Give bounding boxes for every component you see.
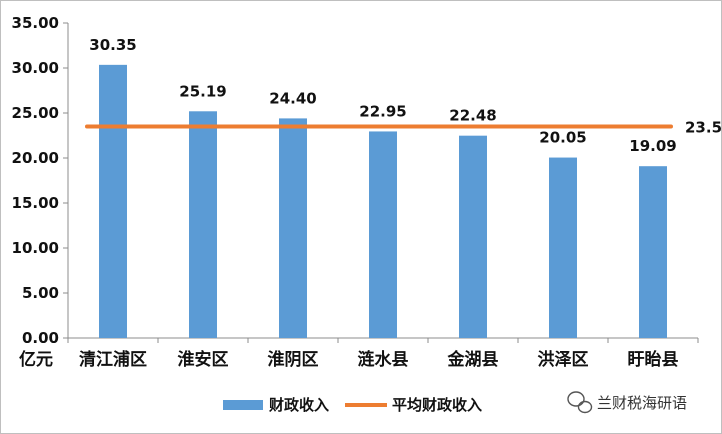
legend-label-bar: 财政收入	[269, 396, 329, 414]
x-category-label: 洪泽区	[538, 349, 589, 370]
y-tick-label: 20.00	[12, 149, 59, 167]
bar	[459, 135, 487, 338]
y-tick-label: 35.00	[12, 14, 59, 32]
bar-data-label: 24.40	[269, 89, 316, 107]
x-category-label: 清江浦区	[79, 349, 147, 370]
y-unit-label: 亿元	[19, 349, 53, 370]
bar	[189, 111, 217, 338]
y-tick-label: 30.00	[12, 59, 59, 77]
x-category-label: 盱眙县	[628, 349, 679, 370]
average-line-label: 23.50	[685, 119, 721, 137]
legend-label-line: 平均财政收入	[392, 396, 482, 414]
x-category-label: 涟水县	[358, 349, 409, 370]
x-category-label: 淮安区	[178, 349, 229, 370]
bar	[279, 118, 307, 339]
y-tick-label: 10.00	[12, 239, 59, 257]
bar-data-label: 22.95	[359, 102, 406, 120]
bar-data-label: 30.35	[89, 36, 136, 54]
bar	[639, 166, 667, 338]
bar-data-label: 20.05	[539, 129, 586, 147]
watermark-text: 兰财税海研语	[597, 394, 687, 412]
x-category-label: 金湖县	[447, 349, 499, 370]
bar-data-label: 22.48	[449, 107, 496, 125]
y-tick-label: 0.00	[22, 329, 59, 347]
y-tick-label: 5.00	[22, 284, 59, 302]
y-tick-label: 15.00	[12, 194, 59, 212]
y-tick-label: 25.00	[12, 104, 59, 122]
bar	[369, 131, 397, 338]
legend-swatch-bar	[223, 400, 263, 410]
bar-data-label: 25.19	[179, 82, 226, 100]
bar	[549, 157, 577, 338]
wechat-icon	[567, 391, 593, 414]
bar-data-label: 19.09	[629, 137, 676, 155]
bar	[99, 64, 127, 338]
x-category-label: 淮阴区	[268, 350, 319, 370]
